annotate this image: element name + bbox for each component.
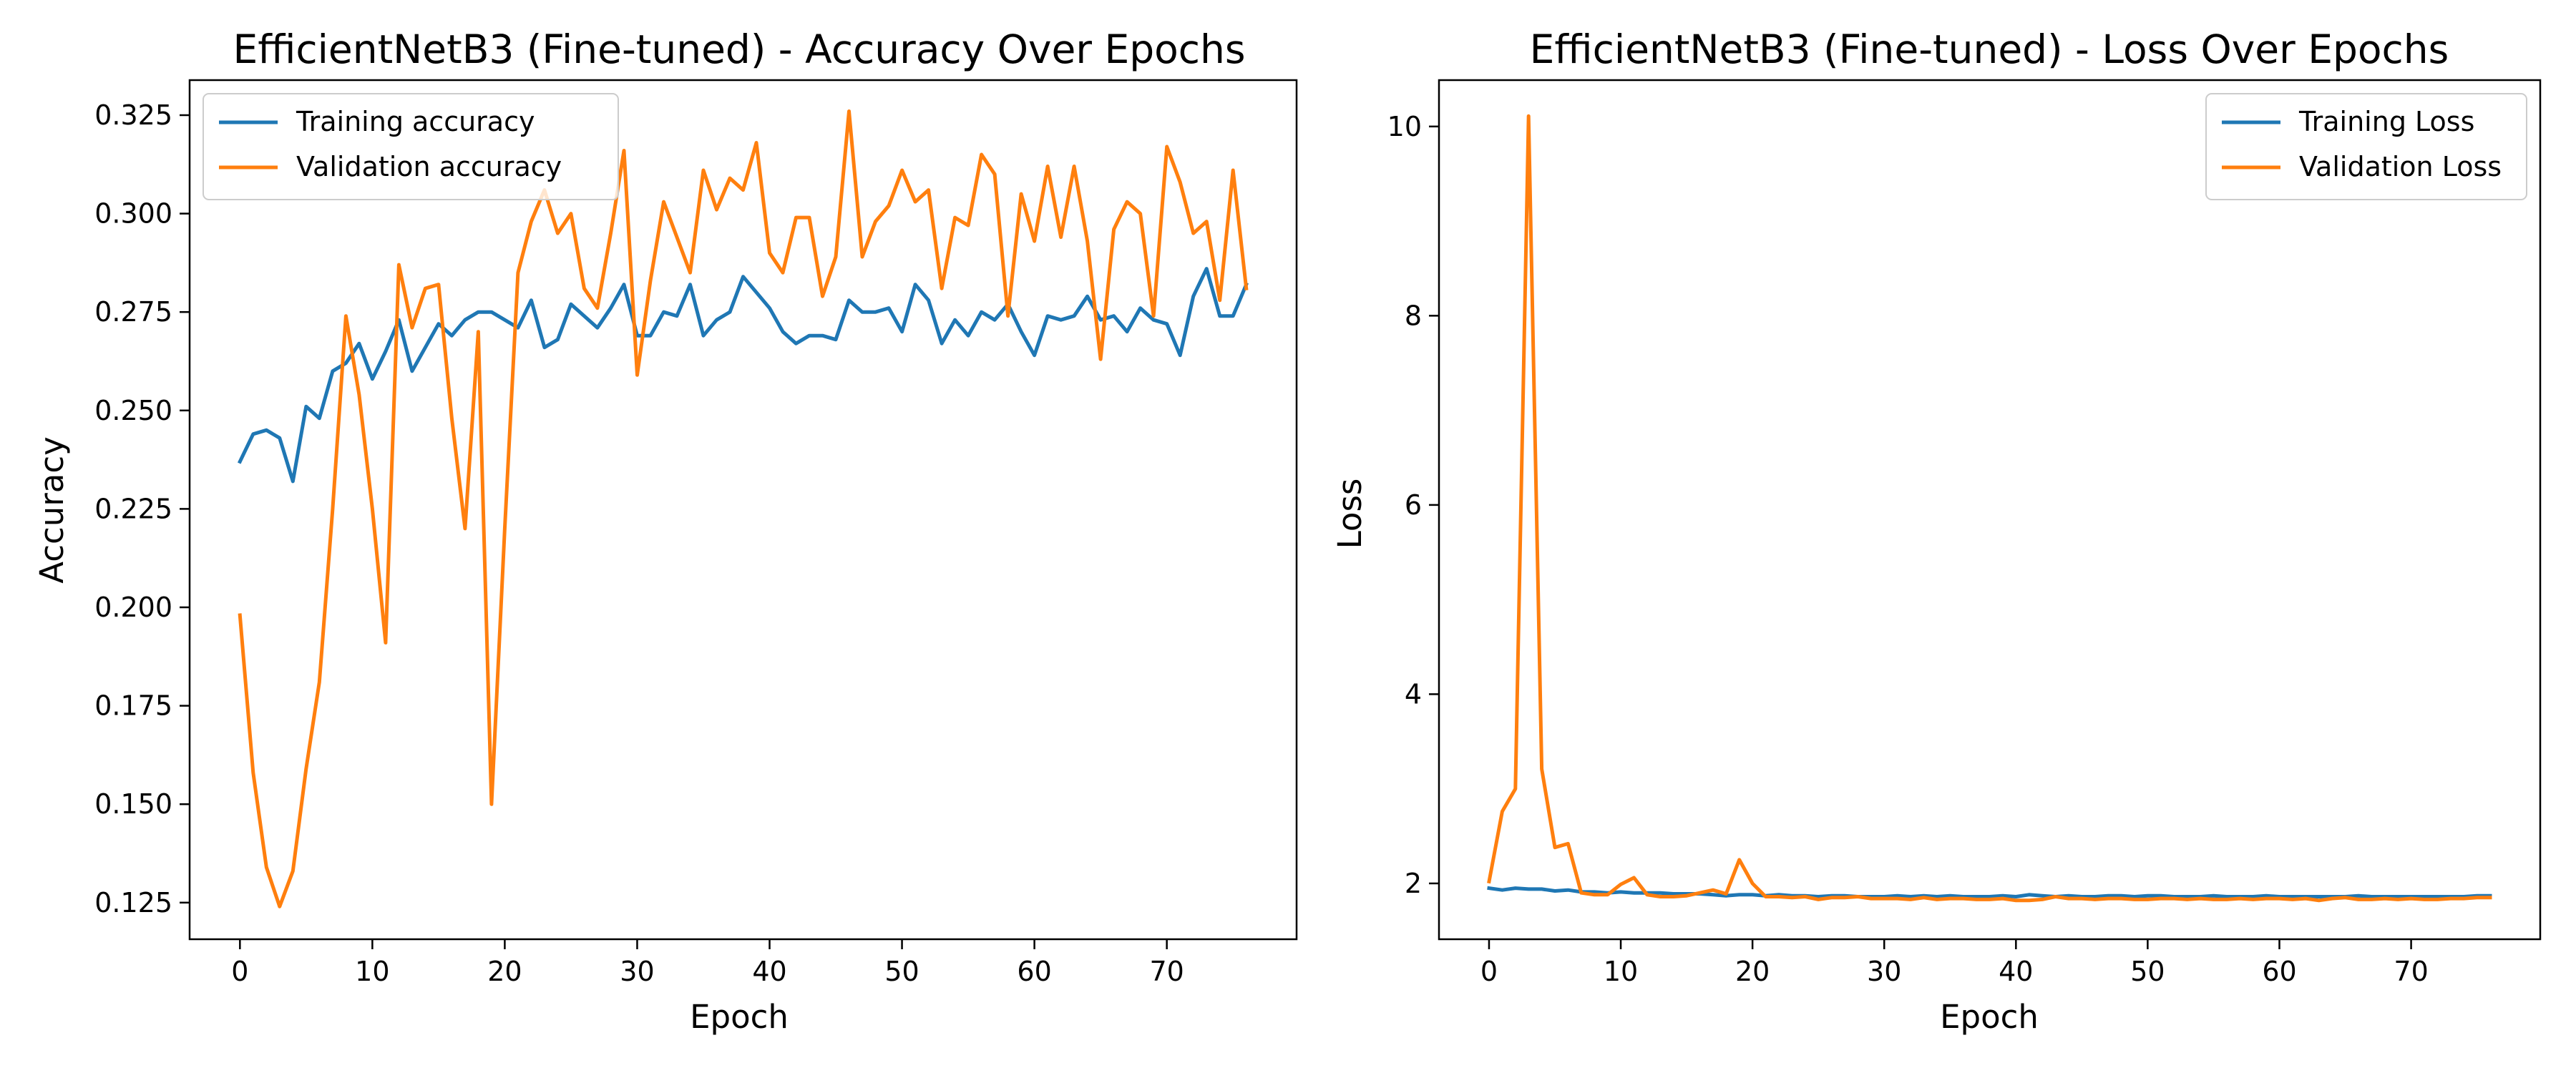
loss-legend-box (2205, 93, 2527, 200)
accuracy-legend-box (203, 93, 619, 200)
loss-x-tick-label: 0 (1480, 956, 1498, 987)
loss-x-tick-label: 30 (1867, 956, 1901, 987)
accuracy-y-tick-label: 0.125 (94, 887, 172, 918)
loss-legend-label: Training Loss (2298, 106, 2474, 137)
loss-x-tick-label: 40 (1999, 956, 2033, 987)
accuracy-y-tick-label: 0.200 (94, 592, 172, 623)
accuracy-legend-label: Training accuracy (296, 106, 535, 137)
accuracy-x-tick-label: 0 (231, 956, 248, 987)
accuracy-x-tick-label: 20 (487, 956, 522, 987)
accuracy-y-tick-label: 0.175 (94, 690, 172, 722)
accuracy-x-tick-label: 30 (620, 956, 654, 987)
accuracy-y-tick-label: 0.250 (94, 395, 172, 426)
loss-y-tick-label: 10 (1387, 111, 1422, 142)
loss-y-tick-label: 2 (1405, 868, 1422, 899)
accuracy-chart-xlabel: Epoch (690, 998, 789, 1036)
accuracy-series-group (237, 109, 1249, 908)
accuracy-y-tick-label: 0.150 (94, 788, 172, 820)
accuracy-series-line-validation (238, 109, 1249, 908)
loss-x-tick-label: 10 (1604, 956, 1638, 987)
loss-x-tick-label: 50 (2130, 956, 2165, 987)
accuracy-y-tick-label: 0.300 (94, 198, 172, 230)
accuracy-y-tick-label: 0.325 (94, 99, 172, 131)
accuracy-chart: EfficientNetB3 (Fine-tuned) - Accuracy O… (33, 26, 1298, 1036)
accuracy-x-tick-label: 50 (884, 956, 919, 987)
loss-x-tick-label: 70 (2394, 956, 2428, 987)
loss-chart: EfficientNetB3 (Fine-tuned) - Loss Over … (1331, 26, 2542, 1036)
accuracy-chart-ylabel: Accuracy (33, 436, 71, 583)
loss-chart-title: EfficientNetB3 (Fine-tuned) - Loss Over … (1530, 26, 2449, 72)
accuracy-y-tick-label: 0.225 (94, 493, 172, 524)
loss-legend-label: Validation Loss (2299, 151, 2502, 182)
loss-series-line-training (1487, 886, 2492, 898)
loss-y-tick-label: 8 (1405, 300, 1422, 331)
accuracy-y-tick-label: 0.275 (94, 296, 172, 328)
accuracy-legend: Training accuracy Validation accuracy (203, 93, 619, 200)
loss-y-tick-label: 4 (1405, 678, 1422, 710)
accuracy-x-tick-label: 10 (355, 956, 389, 987)
loss-series-group (1487, 114, 2492, 903)
loss-chart-xlabel: Epoch (1940, 998, 2039, 1036)
loss-x-tick-label: 60 (2262, 956, 2296, 987)
accuracy-x-tick-label: 70 (1149, 956, 1184, 987)
accuracy-x-tick-label: 60 (1017, 956, 1051, 987)
loss-series-line-validation (1487, 114, 2492, 903)
accuracy-legend-label: Validation accuracy (296, 151, 562, 182)
loss-axes-frame (1438, 79, 2542, 941)
loss-legend: Training Loss Validation Loss (2205, 93, 2527, 200)
accuracy-x-tick-label: 40 (752, 956, 786, 987)
accuracy-chart-title: EfficientNetB3 (Fine-tuned) - Accuracy O… (233, 26, 1245, 72)
loss-chart-ylabel: Loss (1331, 479, 1369, 549)
loss-x-tick-label: 20 (1735, 956, 1770, 987)
accuracy-series-line-training (237, 267, 1249, 484)
loss-y-tick-label: 6 (1405, 489, 1422, 521)
